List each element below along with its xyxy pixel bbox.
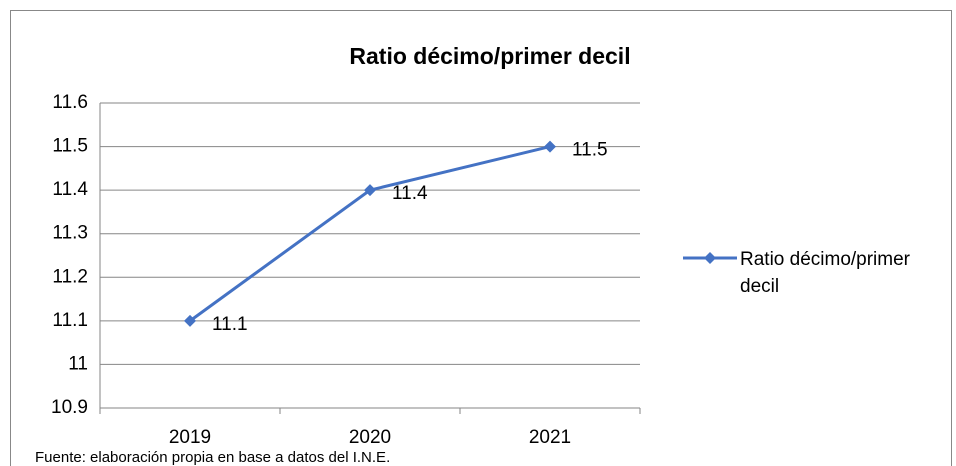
y-tick-label: 11.4	[52, 179, 88, 200]
data-point	[364, 184, 376, 197]
legend-label: Ratio décimo/primer decil	[740, 249, 910, 297]
chart-title: Ratio décimo/primer decil	[349, 43, 630, 69]
legend-marker	[704, 252, 716, 264]
y-tick-label: 10.9	[51, 397, 88, 418]
y-tick-label: 11	[68, 353, 88, 374]
x-tick-label: 2021	[529, 427, 571, 448]
data-point	[544, 140, 556, 153]
data-label: 11.4	[392, 183, 428, 204]
x-tick-label: 2019	[169, 427, 211, 448]
chart-frame	[10, 10, 952, 466]
y-tick-label: 11.2	[52, 266, 88, 287]
data-label: 11.5	[572, 140, 608, 161]
source-note: Fuente: elaboración propia en base a dat…	[35, 449, 390, 466]
y-tick-label: 11.6	[52, 92, 88, 113]
y-tick-label: 11.1	[52, 310, 88, 331]
x-tick-label: 2020	[349, 427, 391, 448]
y-tick-label: 11.3	[52, 223, 88, 244]
y-tick-label: 11.5	[52, 136, 88, 157]
data-label: 11.1	[212, 314, 248, 335]
data-point	[184, 314, 196, 327]
